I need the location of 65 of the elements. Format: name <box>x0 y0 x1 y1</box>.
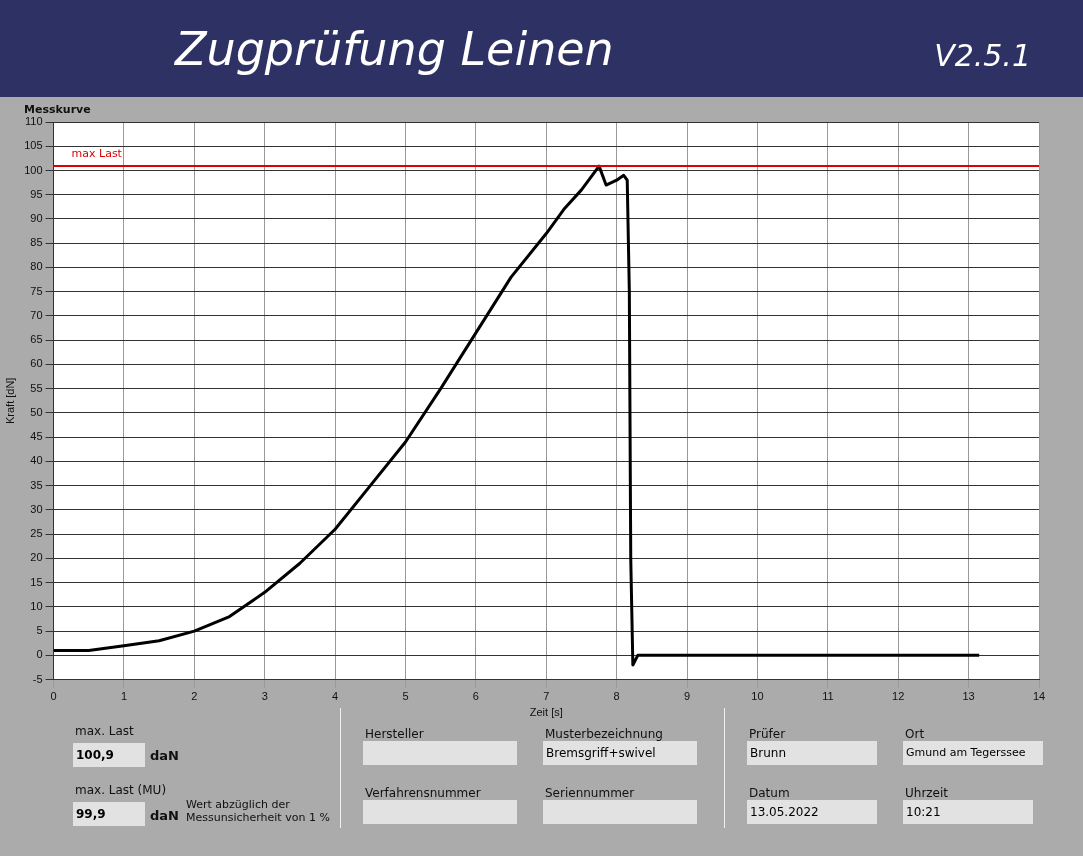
text: Seriennummer <box>545 786 635 800</box>
text: max. Last (MU) <box>75 783 167 797</box>
text: Prüfer <box>749 727 786 741</box>
x-tick-label: 3 <box>261 690 268 703</box>
y-tick-label: 75 <box>30 284 43 297</box>
x-tick-label: 14 <box>1032 690 1046 703</box>
chart-subtitle: V2.5.1 <box>934 38 1031 73</box>
y-tick-label: 5 <box>36 624 43 637</box>
y-tick-label: 0 <box>36 648 43 661</box>
x-tick-label: 2 <box>191 690 198 703</box>
text: Gmund am Tegerssee <box>903 741 1043 765</box>
text: daN <box>150 748 179 763</box>
y-axis-title: Kraft [dN] <box>3 377 16 425</box>
y-tick-label: 10 <box>30 599 43 612</box>
y-tick-label: 25 <box>30 527 43 540</box>
y-tick-label: 60 <box>30 357 43 370</box>
x-tick-label: 9 <box>683 690 691 703</box>
text: Hersteller <box>365 727 424 741</box>
text: 99,9 <box>73 802 145 826</box>
y-tick-label: -5 <box>32 672 43 685</box>
x-tick-label: 8 <box>613 690 620 703</box>
y-tick-label: 65 <box>30 333 43 346</box>
x-tick-label: 7 <box>543 690 550 703</box>
y-tick-label: 55 <box>30 381 43 394</box>
y-tick-label: 15 <box>30 575 43 588</box>
text: Verfahrensnummer <box>365 786 481 800</box>
y-tick-label: 40 <box>30 454 43 467</box>
x-tick-label: 1 <box>120 690 127 703</box>
y-tick-label: 90 <box>30 212 43 225</box>
text: Ort <box>905 727 925 741</box>
text: Datum <box>749 786 790 800</box>
x-tick-label: 5 <box>402 690 409 703</box>
x-tick-label: 11 <box>822 690 834 703</box>
text: Bremsgriff+swivel <box>543 741 697 765</box>
y-tick-label: 95 <box>30 187 43 200</box>
x-tick-label: 6 <box>472 690 479 703</box>
x-axis-title: Zeit [s] <box>529 706 563 719</box>
y-tick-label: 105 <box>24 139 43 152</box>
text: daN <box>150 808 179 823</box>
y-tick-label: 45 <box>30 430 43 443</box>
text: Wert abzüglich der Messunsicherheit von 1 % <box>186 798 331 824</box>
text: Uhrzeit <box>905 786 949 800</box>
chart-title: Zugprüfung Leinen <box>175 22 614 76</box>
y-tick-label: 100 <box>24 163 43 176</box>
y-tick-label: 110 <box>25 115 43 128</box>
x-tick-label: 13 <box>962 690 975 703</box>
text: Musterbezeichnung <box>545 727 663 741</box>
text: 100,9 <box>73 743 145 767</box>
y-tick-label: 50 <box>30 405 43 418</box>
text: Messkurve <box>24 103 91 116</box>
text: 13.05.2022 <box>747 800 877 824</box>
y-tick-label: 80 <box>30 260 43 273</box>
x-tick-label: 10 <box>751 690 764 703</box>
x-tick-label: 0 <box>50 690 57 703</box>
y-tick-label: 70 <box>30 308 43 321</box>
ref-line-label: max Last <box>71 147 123 161</box>
x-tick-label: 12 <box>892 690 905 703</box>
y-tick-label: 20 <box>30 551 43 564</box>
text: Brunn <box>747 741 877 765</box>
x-tick-label: 4 <box>332 690 339 703</box>
y-tick-label: 35 <box>30 478 43 491</box>
text: max. Last <box>75 724 134 738</box>
y-tick-label: 85 <box>30 236 43 249</box>
y-tick-label: 30 <box>30 502 43 515</box>
text: 10:21 <box>903 800 1033 824</box>
